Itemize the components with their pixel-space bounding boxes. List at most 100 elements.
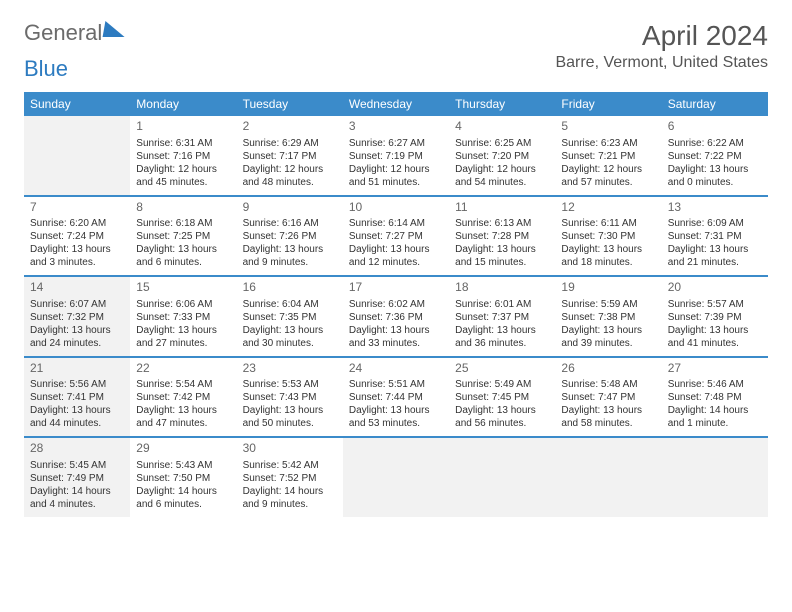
daylight2-text: and 15 minutes. [455, 256, 549, 269]
calendar-cell: 15Sunrise: 6:06 AMSunset: 7:33 PMDayligh… [130, 277, 236, 356]
day-header-mon: Monday [130, 92, 236, 116]
calendar-cell: 4Sunrise: 6:25 AMSunset: 7:20 PMDaylight… [449, 116, 555, 195]
daylight2-text: and 21 minutes. [668, 256, 762, 269]
calendar-cell: 13Sunrise: 6:09 AMSunset: 7:31 PMDayligh… [662, 197, 768, 276]
daylight2-text: and 50 minutes. [243, 417, 337, 430]
day-number: 16 [243, 280, 337, 296]
week-row: 28 Sunrise: 5:45 AMSunset: 7:49 PM Dayligh… [24, 438, 768, 517]
daylight1-text: Daylight: 12 hours [455, 163, 549, 176]
day-number: 25 [455, 361, 549, 377]
daylight1-text: Daylight: 14 hours [136, 485, 230, 498]
day-header-fri: Friday [555, 92, 661, 116]
calendar-cell: 12Sunrise: 6:11 AMSunset: 7:30 PMDayligh… [555, 197, 661, 276]
sunset-text: Sunset: 7:44 PM [349, 391, 443, 404]
day-number: 28 [30, 441, 124, 457]
daylight2-text: and 1 minute. [668, 417, 762, 430]
daylight1-text: Daylight: 13 hours [455, 243, 549, 256]
daylight2-text: and 48 minutes. [243, 176, 337, 189]
week-row: 21Sunrise: 5:56 AMSunset: 7:41 PMDayligh… [24, 358, 768, 439]
calendar-cell: 29Sunrise: 5:43 AMSunset: 7:50 PMDayligh… [130, 438, 236, 517]
sunset-text: Sunset: 7:16 PM [136, 150, 230, 163]
daylight2-text: and 24 minutes. [30, 337, 124, 350]
day-header-wed: Wednesday [343, 92, 449, 116]
daylight2-text: and 6 minutes. [136, 498, 230, 511]
day-number: 23 [243, 361, 337, 377]
calendar-cell: 7Sunrise: 6:20 AMSunset: 7:24 PMDaylight… [24, 197, 130, 276]
calendar-cell [343, 438, 449, 517]
day-header-sun: Sunday [24, 92, 130, 116]
weeks-container: 1Sunrise: 6:31 AMSunset: 7:16 PMDaylight… [24, 116, 768, 517]
daylight1-text: Daylight: 13 hours [30, 324, 124, 337]
calendar-cell: 9Sunrise: 6:16 AMSunset: 7:26 PMDaylight… [237, 197, 343, 276]
sunset-text: Sunset: 7:20 PM [455, 150, 549, 163]
calendar-cell: 30Sunrise: 5:42 AMSunset: 7:52 PMDayligh… [237, 438, 343, 517]
calendar-cell: 11Sunrise: 6:13 AMSunset: 7:28 PMDayligh… [449, 197, 555, 276]
calendar-cell: 1Sunrise: 6:31 AMSunset: 7:16 PMDaylight… [130, 116, 236, 195]
daylight1-text: Daylight: 13 hours [455, 404, 549, 417]
calendar-cell: 6Sunrise: 6:22 AMSunset: 7:22 PMDaylight… [662, 116, 768, 195]
sunrise-text: Sunrise: 6:09 AM [668, 217, 762, 230]
sunset-text: Sunset: 7:26 PM [243, 230, 337, 243]
daylight2-text: and 12 minutes. [349, 256, 443, 269]
week-row: 14Sunrise: 6:07 AMSunset: 7:32 PMDayligh… [24, 277, 768, 358]
sunrise-text: Sunrise: 6:18 AM [136, 217, 230, 230]
sunrise-text: Sunrise: 5:57 AM [668, 298, 762, 311]
day-header-sat: Saturday [662, 92, 768, 116]
daylight1-text: Daylight: 13 hours [561, 243, 655, 256]
daylight2-text: and 41 minutes. [668, 337, 762, 350]
day-number: 21 [30, 361, 124, 377]
sunrise-text: Sunrise: 5:49 AM [455, 378, 549, 391]
day-number: 20 [668, 280, 762, 296]
daylight2-text: and 39 minutes. [561, 337, 655, 350]
day-number: 4 [455, 119, 549, 135]
daylight1-text: Daylight: 13 hours [30, 243, 124, 256]
month-title: April 2024 [555, 20, 768, 52]
week-row: 7Sunrise: 6:20 AMSunset: 7:24 PMDaylight… [24, 197, 768, 278]
sunset-text: Sunset: 7:19 PM [349, 150, 443, 163]
sunrise-text: Sunrise: 6:13 AM [455, 217, 549, 230]
daylight1-text: Daylight: 13 hours [136, 324, 230, 337]
logo: General [24, 20, 126, 46]
day-number: 1 [136, 119, 230, 135]
daylight2-text: and 54 minutes. [455, 176, 549, 189]
daylight1-text: Daylight: 13 hours [349, 404, 443, 417]
daylight1-text: Daylight: 13 hours [561, 404, 655, 417]
daylight1-text: Daylight: 13 hours [668, 163, 762, 176]
day-number: 12 [561, 200, 655, 216]
sunrise-text: Sunrise: 5:42 AM [243, 459, 337, 472]
sunrise-text: Sunrise: 6:29 AM [243, 137, 337, 150]
daylight1-text: Daylight: 12 hours [561, 163, 655, 176]
day-number: 6 [668, 119, 762, 135]
sunrise-text: Sunrise: 6:11 AM [561, 217, 655, 230]
daylight2-text: and 45 minutes. [136, 176, 230, 189]
daylight1-text: Daylight: 14 hours [668, 404, 762, 417]
day-number: 5 [561, 119, 655, 135]
sunrise-text: Sunrise: 6:04 AM [243, 298, 337, 311]
daylight1-text: Daylight: 13 hours [455, 324, 549, 337]
sunset-text: Sunset: 7:49 PM [30, 472, 124, 485]
week-row: 1Sunrise: 6:31 AMSunset: 7:16 PMDaylight… [24, 116, 768, 197]
daylight2-text: and 57 minutes. [561, 176, 655, 189]
day-number: 8 [136, 200, 230, 216]
calendar-cell: 10Sunrise: 6:14 AMSunset: 7:27 PMDayligh… [343, 197, 449, 276]
sunset-text: Sunset: 7:52 PM [243, 472, 337, 485]
calendar-cell: 2Sunrise: 6:29 AMSunset: 7:17 PMDaylight… [237, 116, 343, 195]
sunrise-text: Sunrise: 6:20 AM [30, 217, 124, 230]
daylight1-text: Daylight: 14 hours [243, 485, 337, 498]
sunrise-text: Sunrise: 5:45 AM [30, 459, 124, 472]
calendar-cell: 28Sunrise: 5:45 AMSunset: 7:49 PMDayligh… [24, 438, 130, 517]
calendar-cell: 24Sunrise: 5:51 AMSunset: 7:44 PMDayligh… [343, 358, 449, 437]
day-number: 18 [455, 280, 549, 296]
calendar-cell: 16Sunrise: 6:04 AMSunset: 7:35 PMDayligh… [237, 277, 343, 356]
calendar-cell: 26Sunrise: 5:48 AMSunset: 7:47 PMDayligh… [555, 358, 661, 437]
calendar-cell: 27Sunrise: 5:46 AMSunset: 7:48 PMDayligh… [662, 358, 768, 437]
sunset-text: Sunset: 7:28 PM [455, 230, 549, 243]
day-number: 3 [349, 119, 443, 135]
daylight2-text: and 53 minutes. [349, 417, 443, 430]
logo-triangle-icon [103, 21, 128, 37]
calendar-cell: 20Sunrise: 5:57 AMSunset: 7:39 PMDayligh… [662, 277, 768, 356]
daylight2-text: and 30 minutes. [243, 337, 337, 350]
calendar-cell: 8Sunrise: 6:18 AMSunset: 7:25 PMDaylight… [130, 197, 236, 276]
daylight1-text: Daylight: 12 hours [349, 163, 443, 176]
day-number: 26 [561, 361, 655, 377]
